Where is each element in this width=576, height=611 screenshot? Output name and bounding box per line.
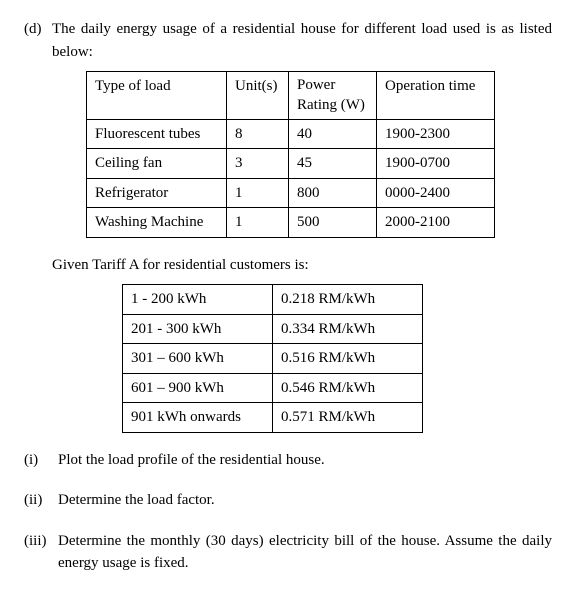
cell-power: 40 [289, 119, 377, 149]
cell-rate: 0.218 RM/kWh [273, 285, 423, 315]
load-table: Type of loadUnit(s)PowerRating (W)Operat… [86, 71, 495, 238]
table-row: 201 - 300 kWh0.334 RM/kWh [123, 314, 423, 344]
table-row: Ceiling fan3451900-0700 [87, 149, 495, 179]
cell-time: 0000-2400 [377, 178, 495, 208]
intro-text: The daily energy usage of a residential … [52, 18, 552, 63]
header-time: Operation time [377, 72, 495, 120]
cell-time: 2000-2100 [377, 208, 495, 238]
subpart-text: Determine the monthly (30 days) electric… [58, 530, 552, 575]
cell-rate: 0.571 RM/kWh [273, 403, 423, 433]
cell-range: 301 – 600 kWh [123, 344, 273, 374]
cell-time: 1900-2300 [377, 119, 495, 149]
cell-units: 1 [227, 208, 289, 238]
table-row: 601 – 900 kWh0.546 RM/kWh [123, 373, 423, 403]
cell-range: 601 – 900 kWh [123, 373, 273, 403]
table-row: Fluorescent tubes8401900-2300 [87, 119, 495, 149]
table-row: Refrigerator18000000-2400 [87, 178, 495, 208]
cell-type: Refrigerator [87, 178, 227, 208]
table-row: 1 - 200 kWh0.218 RM/kWh [123, 285, 423, 315]
header-power: PowerRating (W) [289, 72, 377, 120]
cell-rate: 0.334 RM/kWh [273, 314, 423, 344]
tariff-intro: Given Tariff A for residential customers… [52, 254, 552, 277]
table-row: 301 – 600 kWh0.516 RM/kWh [123, 344, 423, 374]
subpart-text: Plot the load profile of the residential… [58, 449, 552, 472]
cell-power: 45 [289, 149, 377, 179]
cell-range: 1 - 200 kWh [123, 285, 273, 315]
table-row: Washing Machine15002000-2100 [87, 208, 495, 238]
cell-type: Ceiling fan [87, 149, 227, 179]
cell-rate: 0.546 RM/kWh [273, 373, 423, 403]
header-type: Type of load [87, 72, 227, 120]
subpart-i: (i) Plot the load profile of the residen… [24, 449, 552, 472]
subpart-iii: (iii) Determine the monthly (30 days) el… [24, 530, 552, 575]
cell-units: 1 [227, 178, 289, 208]
subpart-label: (iii) [24, 530, 58, 553]
tariff-table: 1 - 200 kWh0.218 RM/kWh201 - 300 kWh0.33… [122, 284, 423, 433]
table-row: 901 kWh onwards0.571 RM/kWh [123, 403, 423, 433]
part-label: (d) [24, 18, 52, 41]
subpart-text: Determine the load factor. [58, 489, 552, 512]
cell-type: Fluorescent tubes [87, 119, 227, 149]
cell-range: 901 kWh onwards [123, 403, 273, 433]
subpart-label: (ii) [24, 489, 58, 512]
cell-units: 3 [227, 149, 289, 179]
subpart-ii: (ii) Determine the load factor. [24, 489, 552, 512]
cell-type: Washing Machine [87, 208, 227, 238]
header-units: Unit(s) [227, 72, 289, 120]
subpart-label: (i) [24, 449, 58, 472]
cell-units: 8 [227, 119, 289, 149]
cell-power: 800 [289, 178, 377, 208]
cell-power: 500 [289, 208, 377, 238]
cell-time: 1900-0700 [377, 149, 495, 179]
question-intro: (d) The daily energy usage of a resident… [24, 18, 552, 63]
cell-range: 201 - 300 kWh [123, 314, 273, 344]
cell-rate: 0.516 RM/kWh [273, 344, 423, 374]
